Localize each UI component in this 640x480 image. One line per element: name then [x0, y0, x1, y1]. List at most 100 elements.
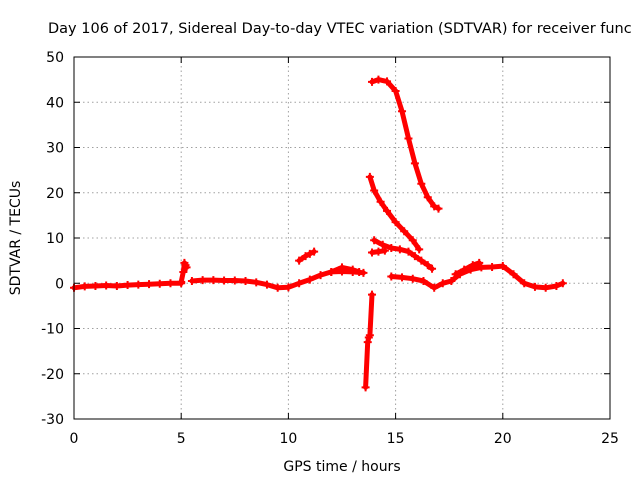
series-arc-high [368, 75, 443, 213]
data-point [451, 270, 460, 279]
series-rise-10-11h [295, 247, 319, 265]
series-line [296, 249, 317, 264]
data-point [182, 263, 191, 272]
data-point [374, 75, 383, 84]
data-point [301, 252, 310, 261]
plot-frame [73, 56, 611, 420]
y-tick-label: -30 [41, 412, 64, 428]
data-point [355, 267, 364, 276]
data-point [404, 134, 413, 143]
data-point [376, 197, 385, 206]
data-point [552, 281, 561, 290]
data-point [509, 270, 518, 279]
data-point [400, 227, 409, 236]
series-line [369, 77, 441, 212]
series-line [453, 260, 482, 277]
y-tick-label: 0 [55, 276, 64, 292]
data-point [520, 279, 529, 288]
data-point [295, 256, 304, 265]
data-point [145, 280, 154, 289]
data-point [475, 258, 484, 267]
y-tick-label: -20 [41, 367, 64, 383]
data-point [198, 276, 207, 285]
data-point [112, 281, 121, 290]
data-point [383, 77, 392, 86]
series-baseline-3 [387, 262, 567, 292]
data-point [365, 331, 374, 340]
data-point [477, 263, 486, 272]
x-tick-label: 25 [601, 431, 619, 447]
data-point [391, 86, 400, 95]
x-axis-label: GPS time / hours [283, 459, 400, 475]
y-tick-label: 20 [46, 186, 64, 202]
data-point [273, 283, 282, 292]
data-point [166, 279, 175, 288]
data-point [316, 271, 325, 280]
data-point [447, 276, 456, 285]
data-point [488, 262, 497, 271]
data-point [423, 261, 432, 270]
series-baseline-2 [187, 267, 368, 292]
data-point [391, 218, 400, 227]
data-point [468, 261, 477, 270]
grid [74, 57, 610, 419]
data-point [383, 206, 392, 215]
series-spike-5h [177, 258, 191, 286]
data-point [398, 107, 407, 116]
data-point [209, 276, 218, 285]
data-point [220, 276, 229, 285]
data-point [179, 267, 188, 276]
data-point [417, 256, 426, 265]
x-tick-label: 5 [177, 431, 186, 447]
data-point [338, 263, 346, 272]
data-point [310, 247, 319, 256]
data-point [417, 179, 426, 188]
x-tick-label: 0 [70, 431, 79, 447]
data-point [348, 265, 357, 274]
data-point [102, 281, 111, 290]
series-line [388, 263, 566, 291]
data-point [230, 276, 239, 285]
data-point [530, 282, 539, 291]
data-point [430, 283, 439, 292]
data-series [70, 75, 567, 392]
series-shelf-14h [368, 246, 389, 257]
series-bump-12-13h [327, 263, 364, 276]
series-baseline-1 [70, 279, 186, 292]
data-point [241, 276, 250, 285]
series-arc-low [370, 236, 437, 273]
data-point [305, 275, 314, 284]
data-point [410, 159, 419, 168]
data-point [368, 290, 377, 299]
y-tick-label: 10 [46, 231, 64, 247]
axis-ticks: 0 5 10 15 20 25 -30 -20 -10 0 10 20 30 40 50 [41, 50, 619, 447]
x-tick-label: 15 [387, 431, 405, 447]
data-point [498, 262, 507, 271]
series-dip-13.8h [361, 290, 377, 392]
data-point [327, 267, 336, 276]
data-point [378, 240, 387, 249]
data-point [387, 272, 396, 281]
x-tick-label: 10 [279, 431, 297, 447]
data-point [410, 252, 419, 261]
data-point [558, 279, 567, 288]
series-line [328, 264, 362, 275]
data-point [408, 274, 417, 283]
series-line [367, 174, 422, 252]
data-point [284, 283, 293, 292]
x-tick-label: 20 [494, 431, 512, 447]
data-point [155, 279, 164, 288]
data-point [361, 383, 370, 392]
data-point [398, 273, 407, 282]
data-point [368, 77, 377, 86]
data-point [363, 338, 372, 347]
data-point [91, 281, 100, 290]
data-point [419, 276, 428, 285]
data-point [365, 172, 374, 181]
data-point [380, 246, 389, 255]
data-point [434, 204, 443, 213]
data-point [370, 186, 379, 195]
y-axis-label: SDTVAR / TECUs [8, 181, 24, 296]
y-tick-label: 40 [46, 95, 64, 111]
